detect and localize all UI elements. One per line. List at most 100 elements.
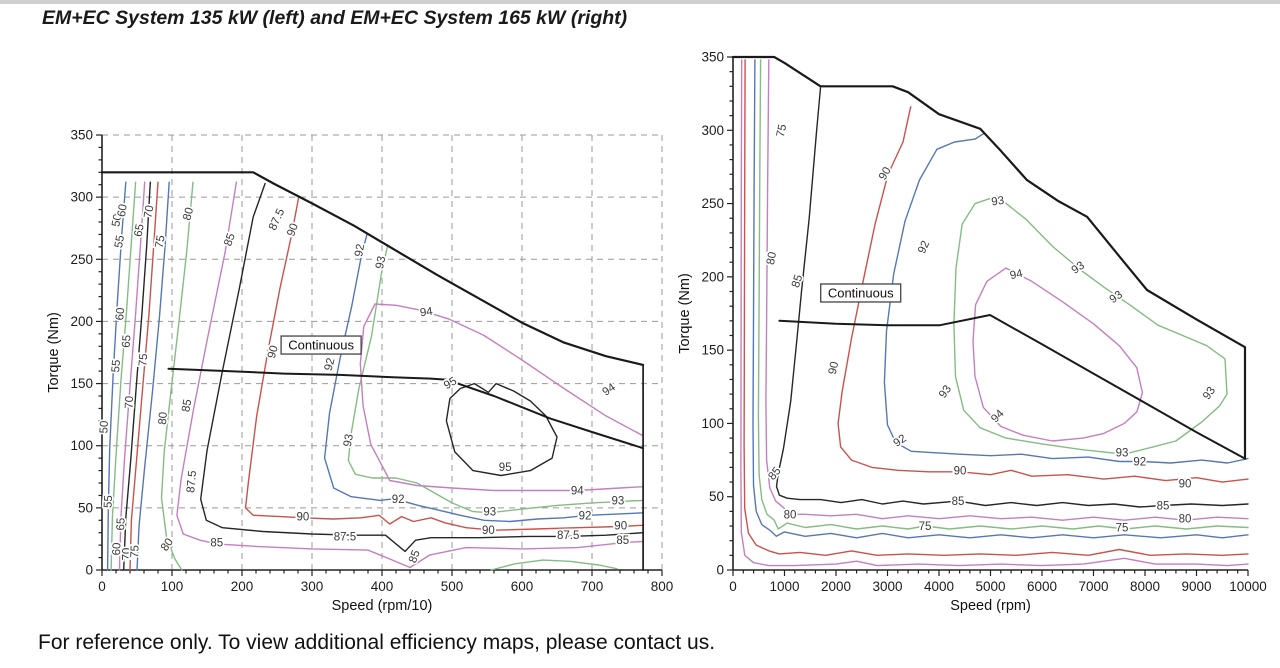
contour-93: [953, 195, 1228, 455]
contour-label-80: 80: [784, 509, 797, 521]
contour-label-94: 94: [419, 306, 434, 320]
contour-92: [323, 232, 644, 523]
contour-label-70: 70: [142, 204, 156, 219]
x-tick-label: 10000: [1229, 579, 1267, 594]
contour-label-90: 90: [954, 465, 967, 477]
contour-label-85: 85: [222, 232, 238, 248]
contour-92: [883, 132, 1249, 464]
x-tick-label: 3000: [872, 579, 902, 594]
x-tick-label: 0: [729, 579, 737, 594]
contour-label-90: 90: [266, 344, 281, 359]
contour-65: [123, 181, 151, 571]
y-tick-label: 0: [85, 563, 93, 578]
contour-label-85: 85: [1157, 501, 1170, 513]
contour-label-80: 80: [181, 206, 196, 221]
contour-75: [757, 59, 1249, 530]
y-tick-label: 350: [70, 128, 93, 143]
x-axis-title: Speed (rpm): [950, 598, 1031, 614]
continuous-torque-line: [167, 367, 645, 450]
y-tick-label: 50: [78, 500, 93, 515]
contour-label-75: 75: [775, 123, 789, 138]
x-tick-label: 300: [301, 579, 324, 594]
contour-60: [740, 59, 1249, 567]
contour-label-50: 50: [110, 213, 124, 228]
contour-label-90: 90: [614, 520, 627, 532]
contour-label-87.5: 87.5: [267, 207, 287, 232]
contour-label-65: 65: [133, 223, 147, 238]
x-tick-label: 2000: [821, 579, 851, 594]
y-tick-label: 100: [70, 438, 93, 453]
x-tick-label: 600: [511, 579, 534, 594]
contour-label-87.5: 87.5: [557, 530, 579, 542]
contour-70: [129, 181, 159, 571]
y-tick-label: 0: [716, 563, 724, 578]
contour-label-90: 90: [1179, 479, 1192, 491]
x-tick-label: 400: [371, 579, 394, 594]
contour-label-85: 85: [952, 496, 965, 508]
contour-label-93: 93: [483, 507, 496, 519]
y-tick-label: 150: [701, 343, 724, 358]
contour-50: [106, 181, 127, 571]
contour-65: [743, 59, 1249, 556]
contour-55: [110, 181, 137, 571]
x-tick-label: 9000: [1181, 579, 1211, 594]
contour-label-92: 92: [323, 357, 338, 372]
contour-label-92: 92: [891, 433, 908, 450]
continuous-label: Continuous: [288, 338, 354, 353]
contour-80: [160, 181, 194, 571]
contour-label-85: 85: [407, 549, 423, 565]
contour-94: [972, 267, 1144, 442]
contour-label-94: 94: [989, 407, 1007, 425]
x-tick-label: 800: [651, 579, 674, 594]
y-tick-label: 100: [701, 416, 724, 431]
contour-label-87.5: 87.5: [334, 531, 356, 543]
continuous-label-box: [820, 283, 902, 303]
x-tick-label: 500: [441, 579, 464, 594]
x-tick-label: 7000: [1078, 579, 1108, 594]
contour-label-90: 90: [297, 512, 310, 524]
contour-label-50: 50: [98, 420, 111, 433]
contour-label-90: 90: [285, 222, 301, 238]
em-ec-135kw-efficiency-map: 0 100 200 300 400 500 600 700 800 0 50 100 150 200 250…: [46, 128, 673, 615]
contour-label-60: 60: [114, 307, 127, 321]
y-axis-title: Torque (Nm): [46, 312, 62, 393]
x-tick-label: 100: [161, 579, 184, 594]
page-title: EM+EC System 135 kW (left) and EM+EC Sys…: [42, 7, 628, 29]
contour-label-85: 85: [180, 398, 194, 413]
x-axis-title: Speed (rpm/10): [332, 598, 433, 614]
y-tick-label: 50: [709, 489, 724, 504]
contour-label-85: 85: [790, 273, 805, 289]
x-tick-label: 6000: [1027, 579, 1057, 594]
contour-label-92: 92: [353, 243, 367, 258]
contour-label-75: 75: [919, 521, 932, 533]
contour-label-55: 55: [113, 234, 127, 249]
contour-90: [244, 196, 644, 531]
contour-label-93: 93: [991, 195, 1005, 209]
x-tick-label: 8000: [1130, 579, 1160, 594]
contour-label-80: 80: [765, 251, 779, 266]
contour-85: [775, 87, 1249, 508]
y-tick-label: 300: [701, 123, 724, 138]
y-tick-label: 350: [701, 50, 724, 65]
contour-94: [359, 303, 644, 492]
contour-unlabeled: [490, 559, 618, 571]
continuous-label-box: [280, 335, 362, 355]
x-tick-label: 700: [581, 579, 604, 594]
contour-80: [765, 59, 1249, 521]
contour-label-93: 93: [342, 433, 356, 448]
contour-label-55: 55: [110, 359, 123, 373]
y-tick-label: 250: [701, 196, 724, 211]
x-tick-label: 5000: [975, 579, 1005, 594]
contour-label-95: 95: [499, 462, 512, 474]
top-divider: [0, 0, 1280, 4]
continuous-torque-line: [778, 314, 1246, 460]
contour-label-65: 65: [120, 334, 133, 348]
contour-label-85: 85: [616, 535, 629, 547]
x-tick-label: 1000: [769, 579, 799, 594]
contour-label-75: 75: [154, 234, 168, 249]
contour-label-93: 93: [937, 383, 954, 400]
contour-label-70: 70: [122, 548, 134, 561]
contour-label-94: 94: [571, 486, 584, 498]
contour-label-80: 80: [159, 536, 176, 553]
